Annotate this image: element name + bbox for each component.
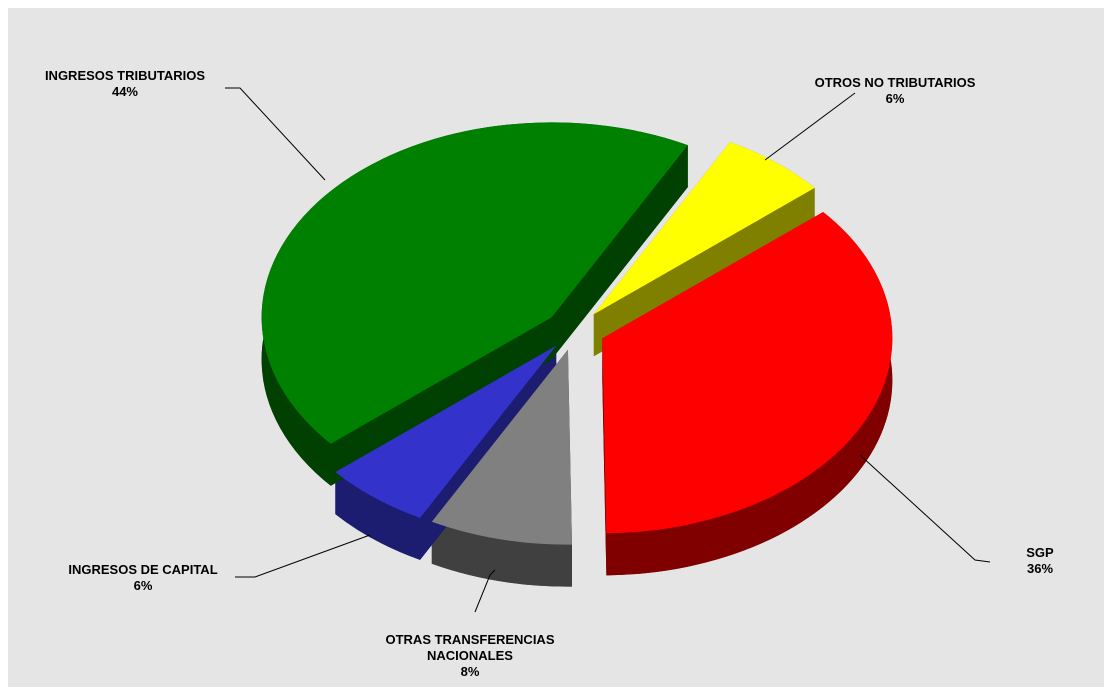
chart: OTROS NO TRIBUTARIOS 6% SGP 36% OTRAS TRANSF… bbox=[8, 8, 1104, 687]
slice-tops bbox=[261, 122, 893, 545]
leader-line bbox=[474, 569, 496, 613]
leader-line bbox=[235, 534, 371, 578]
slice bbox=[602, 211, 893, 534]
slice-label: INGRESOS TRIBUTARIOS 44% bbox=[45, 68, 205, 100]
slice-side bbox=[602, 338, 607, 576]
slice bbox=[431, 349, 572, 545]
slice bbox=[335, 345, 557, 518]
slice-label: OTRAS TRANSFERENCIAS NACIONALES 8% bbox=[370, 632, 570, 680]
slice-label: INGRESOS DE CAPITAL 6% bbox=[68, 562, 217, 594]
leader-line bbox=[225, 87, 326, 181]
slice-name: OTROS NO TRIBUTARIOS bbox=[814, 75, 976, 90]
slice-name: INGRESOS DE CAPITAL bbox=[68, 562, 218, 577]
slice-label: SGP 36% bbox=[1026, 545, 1053, 577]
slice-rim bbox=[431, 521, 572, 587]
slice bbox=[593, 142, 815, 315]
slice-percent: 8% bbox=[460, 664, 480, 679]
slice-label: OTROS NO TRIBUTARIOS 6% bbox=[815, 75, 976, 107]
pie-canvas bbox=[225, 87, 991, 613]
slice-percent: 6% bbox=[885, 91, 905, 106]
slice-name: OTRAS TRANSFERENCIAS NACIONALES bbox=[385, 632, 555, 663]
slice-rim bbox=[606, 211, 893, 576]
slice-name: SGP bbox=[1026, 545, 1054, 560]
leader-line bbox=[764, 92, 856, 161]
slice-rim bbox=[335, 472, 421, 560]
slice-percent: 36% bbox=[1026, 561, 1054, 576]
leader-line bbox=[859, 454, 991, 563]
slice-name: INGRESOS TRIBUTARIOS bbox=[44, 68, 206, 83]
slice-percent: 6% bbox=[133, 578, 153, 593]
slice-percent: 44% bbox=[111, 84, 139, 99]
slice bbox=[261, 122, 688, 444]
slice-side bbox=[551, 145, 688, 360]
